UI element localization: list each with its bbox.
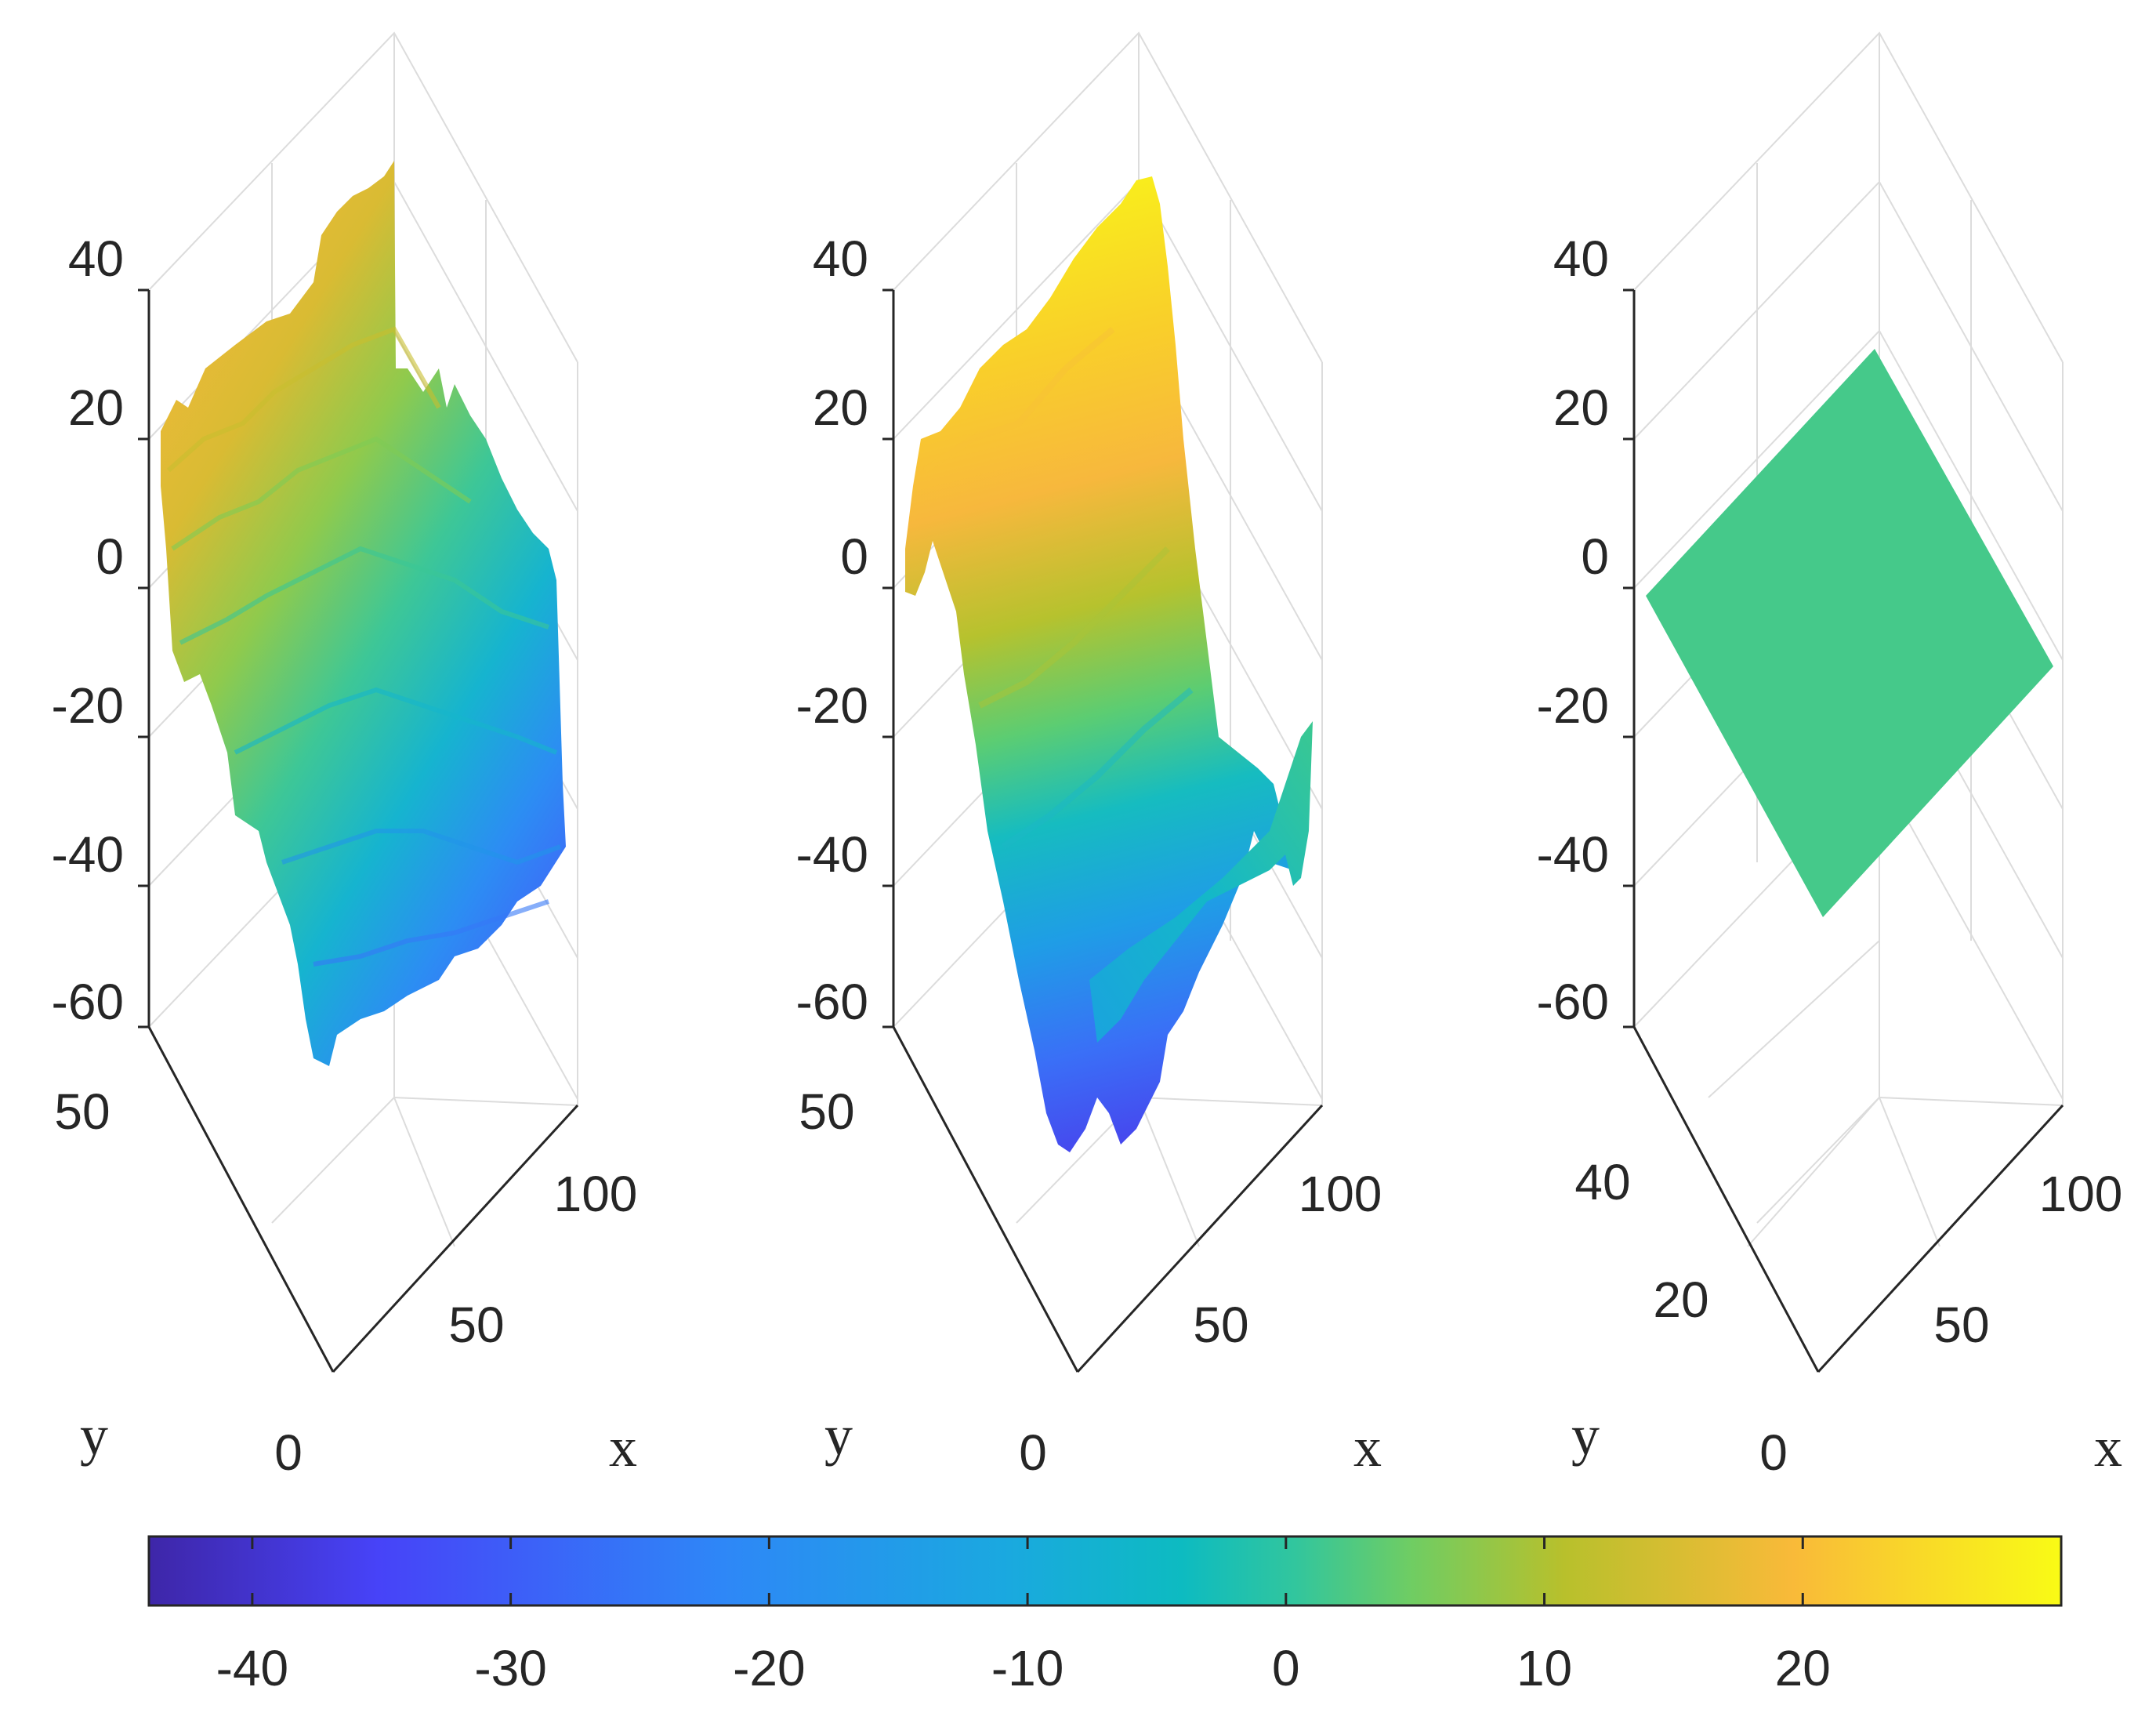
surface-left (161, 161, 566, 1066)
z-tick-label: 20 (1553, 379, 1609, 436)
colorbar-tick-label: -40 (216, 1640, 289, 1696)
colorbar-tick-label: 10 (1516, 1640, 1572, 1696)
z-tick-label: -60 (52, 974, 125, 1030)
z-tick-label: -60 (1537, 974, 1610, 1030)
z-tick-label: 40 (1553, 230, 1609, 287)
x-tick-label: 100 (1299, 1166, 1382, 1222)
z-tick-label: -20 (1537, 677, 1610, 734)
colorbar: -40 -30 -20 -10 0 10 20 (147, 1535, 2063, 1696)
y-tick-label: 20 (1653, 1272, 1708, 1328)
y-tick-label: 40 (1574, 1154, 1630, 1210)
x-axis-label: x (609, 1416, 637, 1478)
axes-right (1623, 288, 2064, 1373)
y-axis-label: y (824, 1404, 853, 1467)
surface-plot-middle: 40 20 0 -20 -40 -60 50 0 50 100 y x (796, 31, 1382, 1481)
x-axis-label: x (2094, 1416, 2122, 1478)
colorbar-tick-label: -20 (733, 1640, 806, 1696)
z-tick-label: -60 (796, 974, 869, 1030)
axes-left (138, 288, 579, 1373)
z-tick-label: -20 (796, 677, 869, 734)
colorbar-tick-label: 0 (1272, 1640, 1300, 1696)
z-tick-label: 0 (840, 528, 868, 585)
colorbar-tick-label: -10 (991, 1640, 1064, 1696)
x-tick-label: 100 (2039, 1166, 2123, 1222)
x-tick-label: 0 (1759, 1424, 1788, 1481)
z-tick-label: 20 (813, 379, 868, 436)
surface-plot-left: 40 20 0 -20 -40 -60 50 0 50 100 y x (52, 31, 638, 1481)
flat-plane (1646, 349, 2053, 917)
z-tick-label: 40 (813, 230, 868, 287)
x-tick-label: 50 (1193, 1297, 1248, 1353)
surface-right (1646, 349, 2053, 917)
z-tick-labels-middle: 40 20 0 -20 -40 -60 (796, 230, 869, 1030)
z-tick-label: -40 (1537, 826, 1610, 883)
z-tick-label: 40 (68, 230, 124, 287)
surface-middle (905, 176, 1313, 1152)
z-tick-label: -40 (796, 826, 869, 883)
colorbar-gradient (147, 1535, 2063, 1607)
colorbar-tick-label: 20 (1775, 1640, 1831, 1696)
x-axis-label: x (1353, 1416, 1382, 1478)
y-axis-label: y (1571, 1404, 1600, 1467)
z-tick-label: 0 (96, 528, 124, 585)
z-tick-label: -20 (52, 677, 125, 734)
axes-middle (882, 288, 1324, 1373)
y-tick-label: 50 (54, 1083, 110, 1140)
z-tick-label: 0 (1581, 528, 1609, 585)
y-axis-label: y (80, 1404, 108, 1467)
z-tick-label: 20 (68, 379, 124, 436)
x-tick-label: 0 (1019, 1424, 1047, 1481)
surface-plot-right: 40 20 0 -20 -40 -60 20 40 0 50 100 y x (1537, 31, 2123, 1481)
x-tick-label: 50 (1933, 1297, 1989, 1353)
colorbar-ticks: -40 -30 -20 -10 0 10 20 (216, 1536, 1831, 1696)
x-tick-label: 100 (554, 1166, 638, 1222)
y-tick-label: 50 (799, 1083, 854, 1140)
colorbar-tick-label: -30 (474, 1640, 547, 1696)
x-tick-label: 0 (274, 1424, 303, 1481)
z-tick-label: -40 (52, 826, 125, 883)
z-tick-labels-right: 40 20 0 -20 -40 -60 (1537, 230, 1610, 1030)
x-tick-label: 50 (448, 1297, 504, 1353)
z-tick-labels-left: 40 20 0 -20 -40 -60 (52, 230, 125, 1030)
